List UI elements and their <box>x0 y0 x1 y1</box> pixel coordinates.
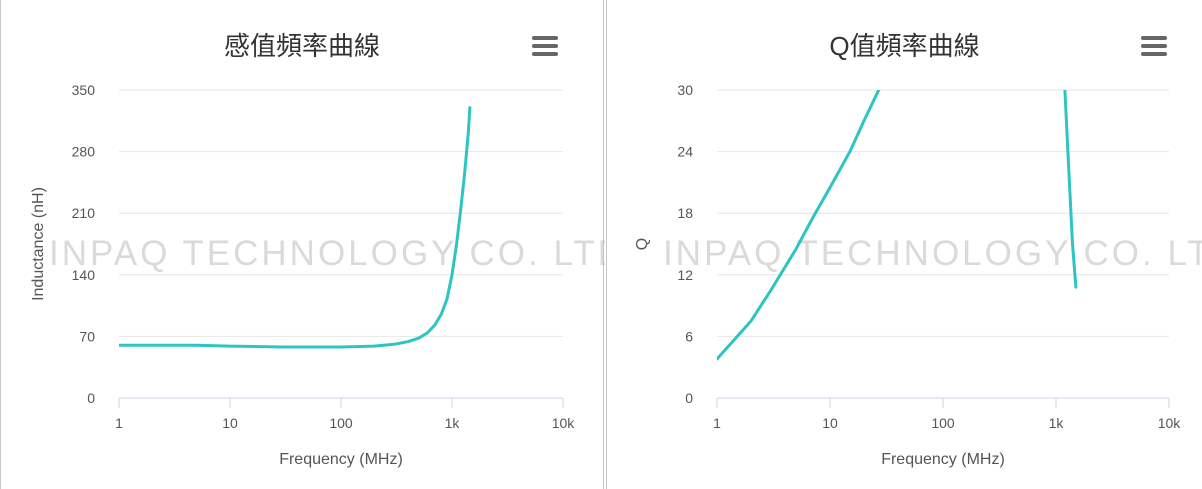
y-tick-label: 0 <box>87 390 95 406</box>
watermark-text: INPAQ TECHNOLOGY CO. LTD. <box>49 234 605 273</box>
x-tick-label: 10k <box>552 415 576 431</box>
y-axis-title: Q <box>634 238 651 250</box>
chart-title: Q值頻率曲線 <box>829 31 980 61</box>
y-tick-label: 210 <box>72 205 96 221</box>
x-tick-label: 100 <box>931 415 955 431</box>
series-line <box>717 90 1078 361</box>
y-tick-label: 12 <box>677 267 693 283</box>
chart-menu-icon[interactable] <box>532 36 558 58</box>
x-axis-title: Frequency (MHz) <box>279 451 403 468</box>
y-axis-title: Inductance (nH) <box>30 187 47 301</box>
q-chart: 0 6 12 18 24 30 1 10 100 1k 10k Frequency (MHz) Q INP… <box>634 82 1202 468</box>
y-tick-label: 280 <box>72 144 96 160</box>
y-tick-label: 0 <box>685 390 693 406</box>
chart-title: 感值頻率曲線 <box>223 31 380 61</box>
y-tick-label: 30 <box>677 82 693 98</box>
x-tick-label: 1 <box>115 415 123 431</box>
x-tick-label: 10k <box>1158 415 1182 431</box>
x-tick-label: 1k <box>445 415 461 431</box>
x-tick-label: 10 <box>222 415 238 431</box>
y-tick-label: 350 <box>72 82 96 98</box>
x-axis-title: Frequency (MHz) <box>881 451 1005 468</box>
inductance-chart-panel: 感值頻率曲線 0 70 140 210 280 350 1 10 100 1k 10k Frequen… <box>0 0 605 489</box>
series-line <box>119 106 472 349</box>
q-chart-panel: Q值頻率曲線 0 6 12 18 24 30 1 10 100 1k 10k Frequency (M… <box>606 0 1202 489</box>
x-tick-label: 1 <box>713 415 721 431</box>
x-tick-label: 1k <box>1049 415 1065 431</box>
x-tick-label: 100 <box>329 415 353 431</box>
y-tick-label: 70 <box>79 328 95 344</box>
inductance-chart: 0 70 140 210 280 350 1 10 100 1k 10k Frequency (MHz… <box>30 82 605 468</box>
y-tick-label: 6 <box>685 328 693 344</box>
y-tick-label: 140 <box>72 267 96 283</box>
y-tick-label: 18 <box>677 205 693 221</box>
chart-menu-icon[interactable] <box>1141 36 1167 58</box>
y-tick-label: 24 <box>677 144 693 160</box>
x-tick-label: 10 <box>822 415 838 431</box>
watermark-text: INPAQ TECHNOLOGY CO. LTD. <box>663 234 1202 273</box>
